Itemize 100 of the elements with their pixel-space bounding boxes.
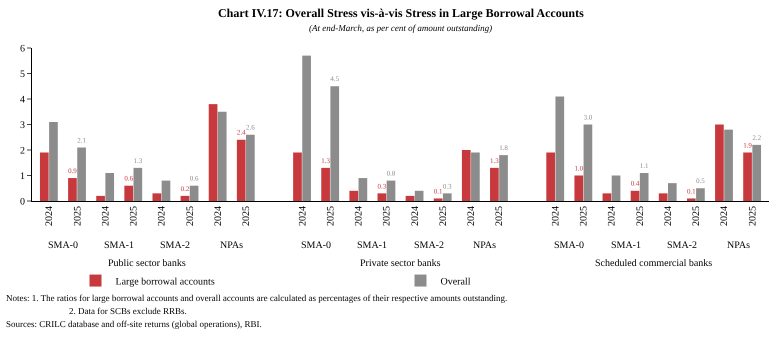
x-tick-label: 2024: [410, 206, 421, 226]
bar: [630, 190, 640, 201]
bar: [696, 188, 705, 201]
y-tick-label: 1: [20, 171, 25, 182]
x-tick-label: 2025: [691, 206, 702, 226]
bar: [190, 186, 198, 201]
source-note: Sources: CRILC database and off-site returns (global operations), RBI.: [6, 319, 262, 329]
bar: [752, 144, 762, 201]
chart-title: Chart IV.17: Overall Stress vis-à-vis Stress in Large Borrowal Accounts: [218, 6, 584, 20]
bar: [68, 178, 77, 201]
bar: [293, 152, 302, 201]
bar: [77, 147, 86, 201]
bar: [584, 124, 592, 201]
text: SMA-0: [554, 240, 584, 251]
x-tick-label: 2024: [662, 206, 674, 226]
bar: [162, 180, 170, 201]
x-tick-label: 2025: [747, 206, 758, 226]
x-tick-label: 2024: [212, 206, 224, 226]
bar: [386, 180, 396, 201]
y-tick-label: 6: [20, 44, 25, 54]
bar: [442, 193, 452, 201]
y-tick-label: 2: [20, 146, 25, 156]
bar: [208, 104, 218, 201]
bar: [640, 172, 649, 201]
bar: [471, 152, 480, 201]
text: SMA-1: [357, 240, 388, 251]
text: NPAs: [727, 240, 750, 251]
text: 2. Data for SCBs exclude RRBs.: [69, 306, 187, 316]
x-tick-label: 2024: [466, 206, 478, 226]
text: Scheduled commercial banks: [595, 258, 712, 269]
x-tick-label: 2025: [578, 206, 590, 226]
text: SMA-2: [667, 240, 698, 251]
bar: [218, 112, 227, 201]
bar: [546, 152, 555, 201]
bar: [462, 150, 471, 201]
bar: [180, 196, 190, 201]
bar: [302, 56, 311, 201]
bar: [686, 198, 696, 201]
x-tick-label: 2024: [354, 206, 365, 226]
bar: [406, 196, 414, 201]
x-tick-label: 2024: [606, 206, 618, 226]
bar: [49, 122, 58, 201]
text: NPAs: [220, 240, 244, 251]
bar: [499, 155, 508, 201]
bar: [602, 193, 612, 201]
text: SMA-0: [301, 240, 332, 251]
bar: [743, 152, 752, 201]
bar: [349, 190, 358, 201]
bar: [574, 176, 584, 201]
text: SMA-0: [48, 240, 78, 251]
y-tick-label: 3: [20, 120, 25, 131]
y-tick-label: 0: [20, 196, 25, 208]
bar: [378, 193, 386, 201]
x-tick-label: 2025: [128, 206, 140, 226]
x-tick-label: 2024: [719, 206, 730, 226]
bar: [612, 176, 620, 201]
bar: [658, 193, 668, 201]
x-tick-label: 2025: [438, 206, 449, 226]
text: Private sector banks: [360, 258, 441, 269]
bar: [724, 130, 733, 201]
y-tick-label: 5: [20, 69, 25, 80]
bar: [236, 140, 246, 201]
text: Public sector banks: [108, 258, 186, 269]
bar: [555, 96, 564, 201]
bar: [668, 183, 677, 201]
chart-subtitle: (At end-March, as per cent of amount outstanding): [309, 23, 492, 33]
x-tick-label: 2025: [382, 206, 393, 226]
text: SMA-1: [611, 240, 642, 251]
x-tick-label: 2025: [634, 206, 646, 226]
x-tick-label: 2024: [156, 206, 168, 226]
x-tick-label: 2025: [72, 206, 84, 226]
bar: [124, 186, 134, 201]
text: Notes: 1. The ratios for large borrowal accounts and overall accounts are calculated as percentages of their respective amounts outstanding.: [6, 293, 508, 303]
legend-label: Overall: [440, 276, 471, 288]
legend-label: Large borrowal accounts: [116, 276, 215, 288]
x-tick-label: 2025: [241, 206, 252, 226]
x-tick-label: 2024: [550, 206, 562, 226]
x-tick-label: 2024: [297, 206, 308, 226]
text: SMA-2: [414, 240, 444, 251]
text: SMA-2: [160, 240, 190, 251]
bar: [434, 198, 442, 201]
text: SMA-1: [104, 240, 134, 251]
bar: [321, 168, 330, 201]
bar: [358, 178, 368, 201]
x-tick-label: 2025: [325, 206, 336, 226]
bar: [330, 86, 340, 201]
bar: [40, 152, 49, 201]
y-tick-label: 4: [20, 94, 25, 106]
x-tick-label: 2024: [100, 206, 112, 226]
x-tick-label: 2025: [184, 206, 196, 226]
bar: [414, 190, 424, 201]
bar: [105, 172, 114, 201]
bar: [246, 134, 255, 201]
bar: [152, 193, 162, 201]
bar: [134, 168, 142, 201]
text: NPAs: [473, 240, 496, 251]
bar: [96, 196, 105, 201]
x-tick-label: 2024: [44, 206, 56, 226]
x-tick-label: 2025: [494, 206, 506, 226]
bar: [490, 168, 499, 201]
